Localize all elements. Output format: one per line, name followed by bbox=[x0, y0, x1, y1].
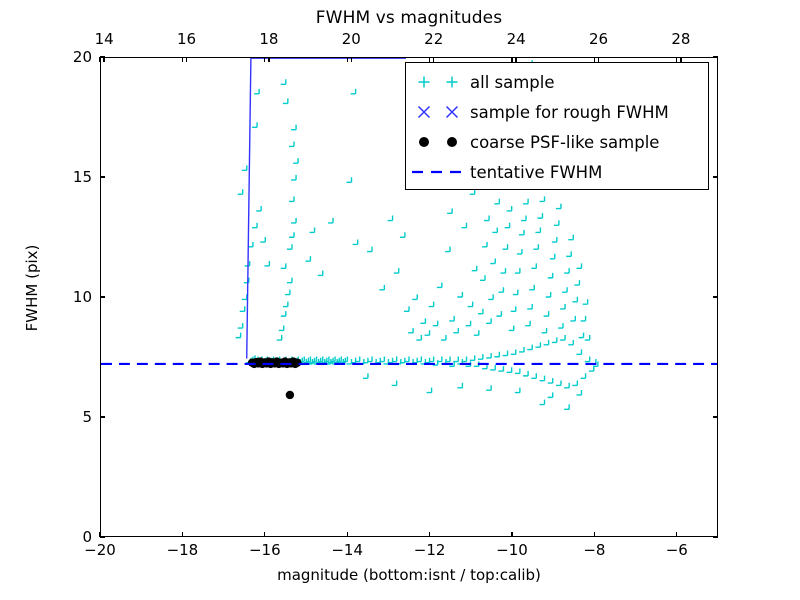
x-tick-top bbox=[680, 57, 682, 62]
x-tick-bottom bbox=[593, 532, 596, 537]
x-tick-top bbox=[597, 57, 600, 62]
x-tick-bottom bbox=[99, 532, 101, 537]
x-tick-bottom-inner bbox=[264, 57, 266, 62]
y-tick-label: 5 bbox=[82, 408, 92, 426]
x-tick-top bbox=[103, 57, 105, 62]
x-tick-bottom bbox=[264, 532, 266, 537]
x-tick-label-bottom: −20 bbox=[84, 541, 116, 559]
x-tick-bottom bbox=[181, 532, 184, 537]
y-tick-right bbox=[713, 536, 718, 538]
x-tick-label-top: 26 bbox=[588, 30, 609, 48]
x-tick-label-top: 22 bbox=[424, 30, 444, 48]
legend-item-0: all sample bbox=[406, 67, 708, 97]
y-tick-right bbox=[713, 296, 718, 298]
y-tick-right bbox=[713, 176, 718, 178]
legend-item-1: sample for rough FWHM bbox=[406, 97, 708, 127]
legend-glyph bbox=[443, 103, 461, 121]
y-tick-right bbox=[713, 56, 718, 58]
legend-symbol-dashed-line bbox=[410, 159, 466, 185]
x-tick-bottom-inner bbox=[346, 57, 348, 62]
x-tick-bottom-inner bbox=[99, 57, 101, 62]
x-tick-label-bottom: −6 bbox=[665, 541, 688, 559]
x-tick-bottom-inner bbox=[511, 57, 513, 62]
y-tick-left bbox=[100, 416, 105, 418]
x-tick-top bbox=[185, 57, 188, 62]
x-tick-label-top: 28 bbox=[671, 30, 691, 48]
legend-glyph bbox=[443, 73, 461, 91]
x-tick-label-top: 20 bbox=[341, 30, 361, 48]
legend-glyph bbox=[443, 133, 461, 151]
x-tick-top bbox=[350, 57, 352, 62]
legend-item-3: tentative FWHM bbox=[406, 157, 708, 187]
y-tick-label: 20 bbox=[72, 48, 92, 66]
x-tick-label-bottom: −18 bbox=[166, 541, 199, 559]
x-tick-label-bottom: −12 bbox=[413, 541, 446, 559]
series-coarse-psf-like-sample bbox=[247, 357, 302, 400]
legend-glyph bbox=[415, 103, 433, 121]
x-tick-label-top: 18 bbox=[259, 30, 279, 48]
y-tick-label: 0 bbox=[82, 528, 92, 546]
legend-symbol-o bbox=[410, 129, 466, 155]
x-tick-bottom-inner bbox=[676, 57, 678, 62]
x-tick-top bbox=[268, 57, 270, 62]
x-tick-label-top: 16 bbox=[176, 30, 197, 48]
x-tick-bottom-inner bbox=[593, 57, 596, 62]
x-tick-bottom bbox=[511, 532, 513, 537]
legend-glyph bbox=[415, 133, 433, 151]
y-tick-left bbox=[100, 296, 105, 298]
y-tick-right bbox=[713, 416, 718, 418]
legend-item-2: coarse PSF-like sample bbox=[406, 127, 708, 157]
legend-label: sample for rough FWHM bbox=[470, 102, 669, 122]
x-tick-top bbox=[515, 57, 517, 62]
scatter-plot-canvas bbox=[101, 58, 717, 411]
legend-symbol-+ bbox=[410, 69, 466, 95]
x-tick-bottom-inner bbox=[428, 57, 431, 62]
y-tick-label: 10 bbox=[72, 288, 92, 306]
legend: all sample sample for rough FWHM coarse PS… bbox=[405, 62, 709, 190]
page-title: FWHM vs magnitudes bbox=[315, 8, 503, 28]
legend-label: all sample bbox=[470, 72, 555, 92]
x-tick-label-bottom: −8 bbox=[583, 541, 606, 559]
series-sample-for-rough-fwhm bbox=[247, 58, 406, 363]
legend-symbol-x bbox=[410, 99, 466, 125]
x-tick-label-bottom: −16 bbox=[248, 541, 281, 559]
x-tick-label-bottom: −14 bbox=[331, 541, 364, 559]
x-axis-label: magnitude (bottom:isnt / top:calib) bbox=[277, 566, 541, 584]
y-axis-label: FWHM (pix) bbox=[23, 244, 41, 332]
y-tick-left bbox=[100, 536, 105, 538]
y-tick-left bbox=[100, 176, 105, 178]
legend-label: coarse PSF-like sample bbox=[470, 132, 660, 152]
x-tick-label-top: 24 bbox=[506, 30, 526, 48]
x-tick-label-bottom: −10 bbox=[496, 541, 528, 559]
x-tick-label-top: 14 bbox=[94, 30, 114, 48]
y-tick-label: 15 bbox=[72, 168, 92, 186]
legend-glyph bbox=[415, 73, 433, 91]
x-tick-bottom bbox=[346, 532, 348, 537]
x-tick-bottom bbox=[428, 532, 431, 537]
y-tick-left bbox=[100, 56, 105, 58]
legend-label: tentative FWHM bbox=[470, 162, 603, 182]
x-tick-bottom-inner bbox=[181, 57, 184, 62]
x-tick-top bbox=[433, 57, 435, 62]
x-tick-bottom bbox=[676, 532, 678, 537]
